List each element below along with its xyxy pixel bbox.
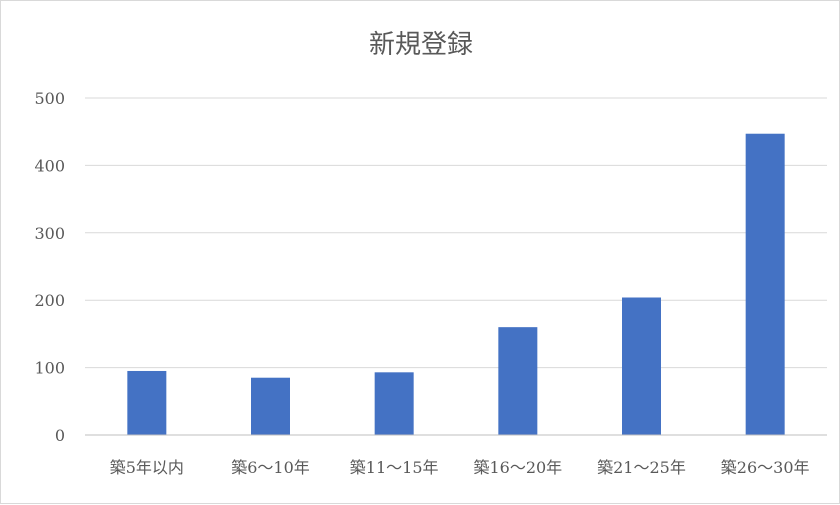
x-axis-categories: 築5年以内 築6～10年 築11～15年 築16～20年 築21～25年 築26～30年 [110, 458, 810, 477]
bar [374, 372, 414, 435]
y-tick-label: 100 [34, 359, 65, 378]
x-category-label: 築5年以内 [110, 458, 184, 477]
bar [127, 370, 167, 435]
bar [498, 327, 538, 435]
x-category-label: 築11～15年 [350, 458, 439, 477]
bars [127, 133, 785, 436]
y-tick-label: 400 [34, 156, 65, 175]
x-category-label: 築16～20年 [473, 458, 562, 477]
bar [745, 133, 785, 436]
y-tick-label: 300 [34, 224, 65, 243]
chart-title: 新規登録 [369, 30, 473, 60]
y-tick-label: 0 [55, 426, 65, 445]
x-category-label: 築21～25年 [597, 458, 686, 477]
bar [622, 297, 661, 435]
bar [251, 377, 290, 435]
y-tick-label: 500 [34, 89, 65, 108]
x-category-label: 築6～10年 [231, 458, 310, 477]
gridlines [85, 97, 827, 369]
y-tick-label: 200 [34, 291, 65, 310]
y-axis-ticks: 0 100 200 300 400 500 [34, 89, 65, 445]
x-category-label: 築26～30年 [721, 458, 810, 477]
